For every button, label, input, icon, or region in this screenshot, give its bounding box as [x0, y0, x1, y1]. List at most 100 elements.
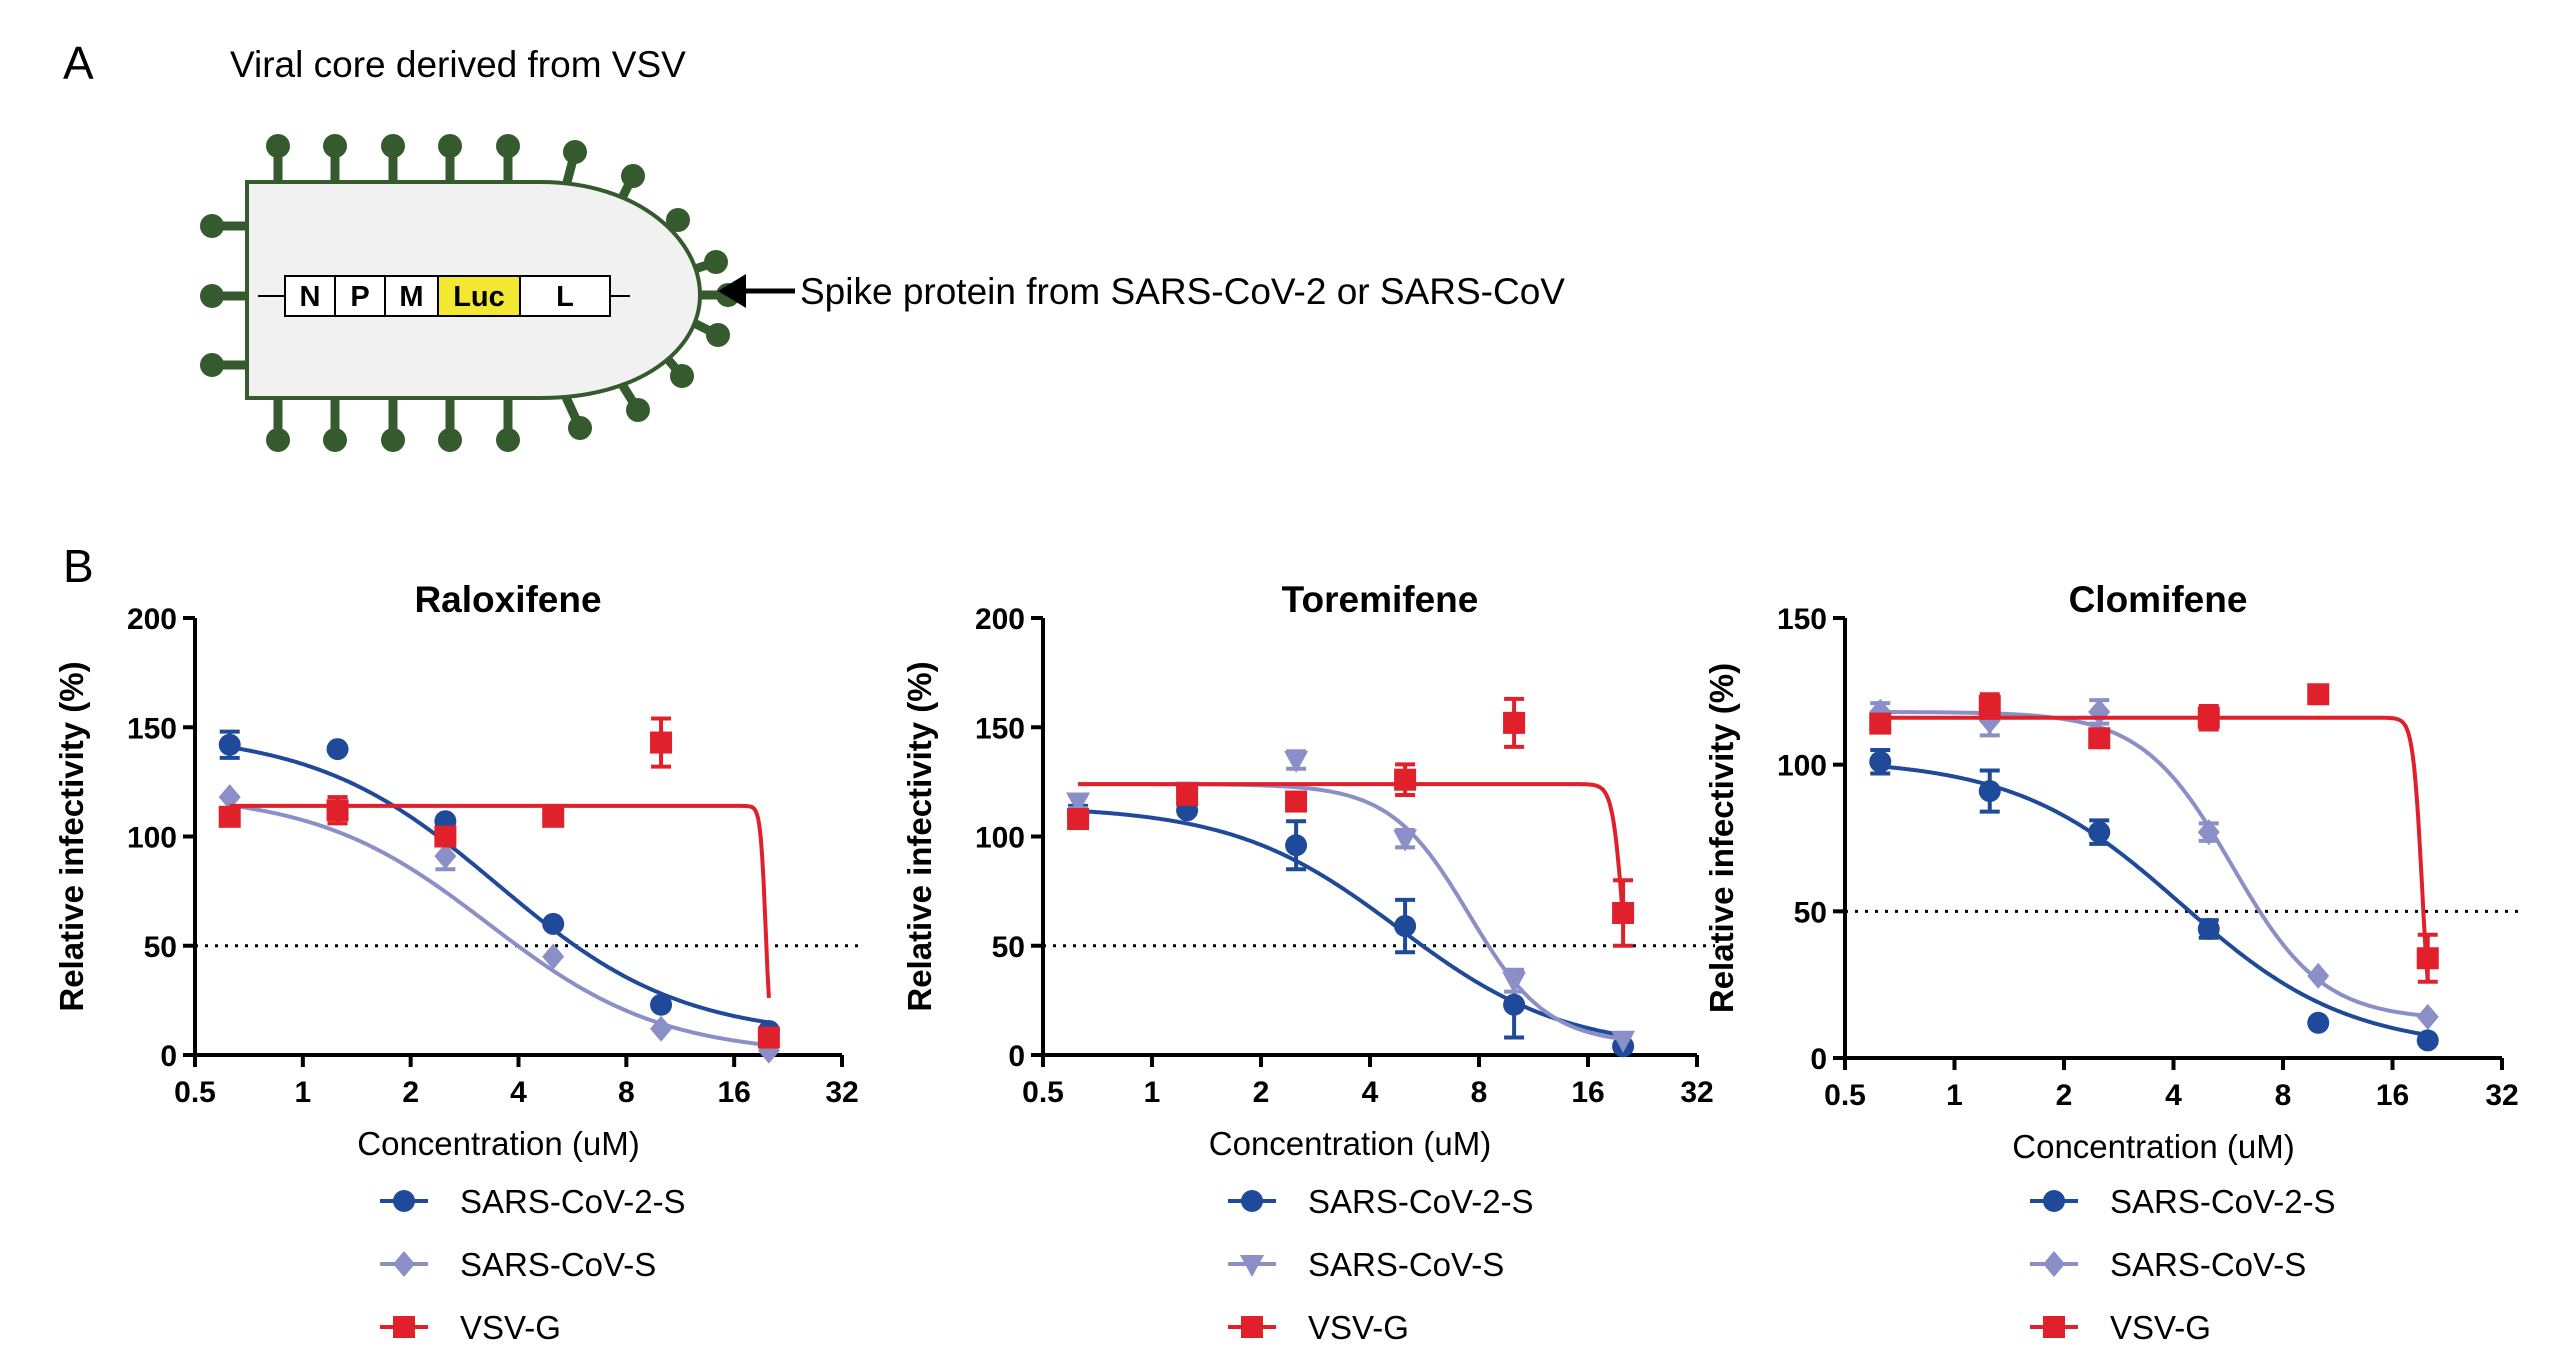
series-sars-cov-s: [218, 784, 780, 1064]
x-tick-label: 2: [1253, 1076, 1270, 1109]
fit-curve: [229, 745, 770, 1025]
y-axis-label: Relative infectivity (%): [1703, 663, 1740, 1013]
data-point: [2088, 698, 2111, 726]
panel-a-label: A: [63, 37, 94, 89]
fit-curve: [1880, 764, 2429, 1037]
y-tick-label: 50: [144, 931, 177, 964]
chart-toremifene: Toremifene 0 50 100 150 200 0.5 1 2 4 8 16 32 Concent…: [901, 579, 1715, 1346]
panel-a-title: Viral core derived from VSV: [230, 44, 686, 85]
spike-proteins: [200, 134, 740, 452]
data-point: [1978, 768, 2001, 814]
fit-curve: [1078, 782, 1624, 1041]
spike-protein-icon: [323, 134, 347, 187]
data-point: [2197, 819, 2220, 846]
legend-label: SARS-CoV-2-S: [460, 1183, 686, 1220]
legend-entry: VSV-G: [2030, 1309, 2211, 1346]
spike-protein-icon: [438, 134, 462, 187]
spike-protein-icon: [200, 353, 252, 377]
x-axis-label: Concentration (uM): [2012, 1128, 2294, 1165]
y-tick-label: 200: [975, 603, 1025, 636]
spike-arrow-label: Spike protein from SARS-CoV-2 or SARS-Co…: [800, 271, 1565, 312]
data-point: [542, 943, 565, 970]
spike-protein-icon: [381, 134, 405, 187]
x-tick-label: 1: [294, 1076, 311, 1109]
x-tick-label: 32: [1680, 1076, 1713, 1109]
x-tick-label: 4: [510, 1076, 527, 1109]
data-point: [1285, 819, 1308, 872]
fit-curve: [229, 803, 771, 999]
y-axis-label: Relative infectivity (%): [53, 661, 90, 1011]
data-point: [2307, 962, 2330, 989]
legend-label: VSV-G: [1308, 1309, 1409, 1346]
y-tick-label: 150: [1777, 603, 1827, 636]
legend-label: SARS-CoV-2-S: [1308, 1183, 1534, 1220]
x-tick-label: 8: [1471, 1076, 1488, 1109]
y-tick-label: 0: [1810, 1043, 1827, 1076]
gene-box-l: L: [519, 275, 611, 317]
fit-curve: [1880, 710, 2428, 1018]
spike-protein-icon: [266, 134, 290, 187]
x-tick-label: 16: [2376, 1079, 2409, 1112]
panel-a: A Viral core derived from VSV N P M Luc L Sp…: [63, 37, 1565, 452]
data-point: [2416, 1029, 2439, 1052]
data-point: [1869, 748, 1892, 776]
x-tick-label: 4: [1362, 1076, 1379, 1109]
legend-entry: SARS-CoV-S: [380, 1246, 656, 1283]
legend-label: VSV-G: [2110, 1309, 2211, 1346]
vsv-virion-diagram: N P M Luc L: [200, 134, 740, 452]
data-point: [218, 784, 241, 811]
y-tick-label: 0: [160, 1040, 177, 1073]
legend-label: SARS-CoV-2-S: [2110, 1183, 2336, 1220]
chart-title: Toremifene: [1282, 579, 1479, 620]
series-sars-cov-2-s: [218, 729, 780, 1042]
series-sars-cov-s: [1066, 749, 1636, 1053]
data-point: [1394, 897, 1417, 955]
data-point: [1067, 808, 1090, 831]
fit-curve: [1078, 782, 1626, 920]
data-point: [650, 1015, 673, 1042]
fit-curve: [1077, 808, 1624, 1038]
fit-curve: [229, 803, 770, 1048]
chart-title: Clomifene: [2069, 579, 2248, 620]
legend-entry: SARS-CoV-2-S: [2030, 1183, 2336, 1220]
data-point: [2197, 704, 2220, 732]
spike-protein-icon: [323, 393, 347, 452]
x-axis-label: Concentration (uM): [1209, 1125, 1491, 1162]
gene-label: M: [399, 281, 423, 313]
gene-label: L: [556, 281, 574, 313]
x-tick-label: 8: [618, 1076, 635, 1109]
data-point: [218, 805, 241, 828]
data-point: [757, 1026, 780, 1049]
spike-protein-icon: [496, 393, 520, 452]
series-sars-cov-s: [1869, 698, 2439, 1030]
gene-label: Luc: [453, 281, 505, 313]
data-point: [2307, 1011, 2330, 1034]
legend-entry: VSV-G: [1228, 1309, 1409, 1346]
series-vsv-g: [1067, 696, 1635, 948]
data-point: [326, 738, 349, 761]
gene-label: P: [350, 281, 369, 313]
data-point: [2416, 932, 2439, 984]
x-tick-label: 1: [1946, 1079, 1963, 1112]
y-tick-label: 150: [127, 712, 177, 745]
data-point: [1612, 878, 1635, 948]
legend-label: SARS-CoV-S: [1308, 1246, 1504, 1283]
data-point: [218, 729, 241, 760]
legend-entry: SARS-CoV-2-S: [380, 1183, 686, 1220]
x-tick-label: 16: [1571, 1076, 1604, 1109]
spike-protein-icon: [200, 284, 252, 308]
data-point: [2416, 1003, 2439, 1030]
gene-box-p: P: [334, 275, 386, 317]
gene-label: N: [300, 281, 321, 313]
data-point: [2197, 917, 2220, 940]
x-tick-label: 32: [825, 1076, 858, 1109]
data-point: [1394, 762, 1417, 797]
legend-entry: SARS-CoV-S: [1228, 1246, 1504, 1283]
chart-raloxifene: Raloxifene 0 50 100 150 200 0.5 1 2 4 8 16 32 Concent…: [53, 579, 860, 1346]
y-tick-label: 200: [127, 603, 177, 636]
gene-box-luc: Luc: [437, 275, 521, 317]
x-tick-label: 0.5: [174, 1076, 216, 1109]
series-vsv-g: [1869, 683, 2439, 984]
chart-clomifene: Clomifene 0 50 100 150 0.5 1 2 4 8 16 32 Concentrati…: [1703, 579, 2520, 1346]
x-tick-label: 0.5: [1022, 1076, 1064, 1109]
